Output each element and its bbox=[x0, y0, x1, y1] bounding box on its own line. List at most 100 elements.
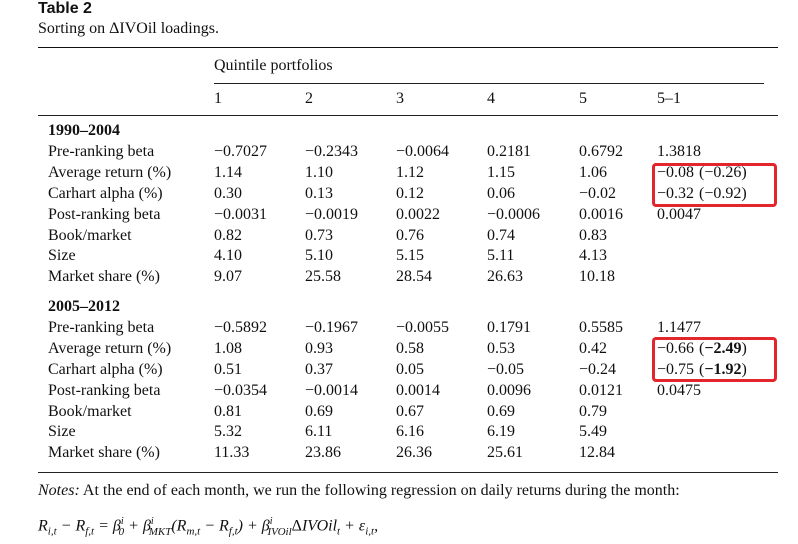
col-header-1: 1 bbox=[214, 90, 222, 107]
group-header-rule bbox=[214, 83, 764, 84]
table-cell: 0.5585 bbox=[579, 319, 623, 336]
table-cell: −0.24 bbox=[579, 361, 617, 378]
table-cell: −0.0006 bbox=[487, 206, 541, 223]
table-cell: 0.6792 bbox=[579, 143, 623, 160]
table-cell: 5.11 bbox=[487, 247, 515, 264]
table-cell: −0.5892 bbox=[214, 319, 268, 336]
table-cell: 0.06 bbox=[487, 185, 515, 202]
table-cell: 0.12 bbox=[396, 185, 424, 202]
table-cell: −0.0064 bbox=[396, 143, 450, 160]
spread-tstat: (−0.92) bbox=[699, 185, 747, 202]
table-cell: 25.58 bbox=[305, 268, 341, 285]
panel-title: 2005–2012 bbox=[48, 298, 120, 315]
row-label: Carhart alpha (%) bbox=[48, 185, 163, 202]
table-cell: 1.15 bbox=[487, 164, 515, 181]
bottom-rule bbox=[38, 472, 778, 473]
table-cell: 10.18 bbox=[579, 268, 615, 285]
table-cell: −0.2343 bbox=[305, 143, 359, 160]
table-cell: 0.81 bbox=[214, 403, 242, 420]
row-label: Carhart alpha (%) bbox=[48, 361, 163, 378]
table-label: Table 2 bbox=[38, 0, 92, 17]
table-cell: 26.36 bbox=[396, 444, 432, 461]
row-label: Size bbox=[48, 423, 76, 440]
table-cell: 0.51 bbox=[214, 361, 242, 378]
spread-cell: −0.32 (−0.92) bbox=[657, 185, 747, 203]
table-cell: 0.73 bbox=[305, 227, 333, 244]
table-caption: Sorting on ΔIVOil loadings. bbox=[38, 20, 219, 37]
table-cell: 0.82 bbox=[214, 227, 242, 244]
table-cell: 6.19 bbox=[487, 423, 515, 440]
col-header-5: 5 bbox=[579, 90, 587, 107]
row-label: Average return (%) bbox=[48, 340, 172, 357]
spread-value: −0.08 bbox=[657, 164, 695, 181]
row-label: Size bbox=[48, 247, 76, 264]
spread-cell: −0.75 (−1.92) bbox=[657, 361, 747, 379]
tstat-significant: −2.49 bbox=[704, 340, 742, 357]
table-cell: 0.58 bbox=[396, 340, 424, 357]
table-cell: 0.74 bbox=[487, 227, 515, 244]
table-cell: −0.0014 bbox=[305, 382, 359, 399]
spread-tstat: (−1.92) bbox=[699, 361, 747, 378]
row-label: Pre-ranking beta bbox=[48, 319, 155, 336]
table-cell: 23.86 bbox=[305, 444, 341, 461]
row-label: Book/market bbox=[48, 227, 132, 244]
table-cell: 0.79 bbox=[579, 403, 607, 420]
spread-cell: −0.08 (−0.26) bbox=[657, 164, 747, 182]
table-cell: 0.83 bbox=[579, 227, 607, 244]
header-rule bbox=[38, 115, 778, 116]
col-header-2: 2 bbox=[305, 90, 313, 107]
notes-text: At the end of each month, we run the fol… bbox=[82, 482, 680, 499]
table-cell: 4.13 bbox=[579, 247, 607, 264]
table-cell: 1.10 bbox=[305, 164, 333, 181]
row-label: Market share (%) bbox=[48, 444, 160, 461]
table-cell: 0.42 bbox=[579, 340, 607, 357]
table-cell: −0.02 bbox=[579, 185, 617, 202]
table-cell: 5.10 bbox=[305, 247, 333, 264]
spread-value: −0.75 bbox=[657, 361, 695, 378]
table-cell: 0.53 bbox=[487, 340, 515, 357]
table-cell: 28.54 bbox=[396, 268, 432, 285]
row-label: Market share (%) bbox=[48, 268, 160, 285]
table-cell: 0.2181 bbox=[487, 143, 531, 160]
row-label: Post-ranking beta bbox=[48, 382, 161, 399]
table-cell: 0.93 bbox=[305, 340, 333, 357]
spread-value: −0.66 bbox=[657, 340, 695, 357]
highlight-box-2005-2012 bbox=[652, 337, 777, 382]
spread-value: −0.32 bbox=[657, 185, 695, 202]
table-cell: −0.0031 bbox=[214, 206, 268, 223]
col-header-5-1: 5–1 bbox=[657, 90, 681, 107]
table-cell: −0.0055 bbox=[396, 319, 450, 336]
table-cell: 9.07 bbox=[214, 268, 242, 285]
col-header-4: 4 bbox=[487, 90, 495, 107]
table-cell: 0.67 bbox=[396, 403, 424, 420]
group-header: Quintile portfolios bbox=[214, 57, 333, 74]
row-label: Average return (%) bbox=[48, 164, 172, 181]
table-cell: −0.05 bbox=[487, 361, 525, 378]
panel-title: 1990–2004 bbox=[48, 122, 120, 139]
table-cell: −0.1967 bbox=[305, 319, 359, 336]
spread-tstat: (−2.49) bbox=[699, 340, 747, 357]
table-cell: 0.13 bbox=[305, 185, 333, 202]
notes-label: Notes: bbox=[38, 482, 80, 499]
table-cell: 1.14 bbox=[214, 164, 242, 181]
table-cell: 1.3818 bbox=[657, 143, 701, 160]
table-cell: 1.06 bbox=[579, 164, 607, 181]
table-cell: −0.0019 bbox=[305, 206, 359, 223]
table-cell: 5.32 bbox=[214, 423, 242, 440]
table-notes: Notes: At the end of each month, we run … bbox=[38, 482, 680, 500]
table-cell: 5.49 bbox=[579, 423, 607, 440]
table-cell: 1.08 bbox=[214, 340, 242, 357]
spread-tstat: (−0.26) bbox=[699, 164, 747, 181]
row-label: Pre-ranking beta bbox=[48, 143, 155, 160]
table-cell: 12.84 bbox=[579, 444, 615, 461]
table-cell: 6.16 bbox=[396, 423, 424, 440]
table-cell: 0.0475 bbox=[657, 382, 701, 399]
table-cell: 0.0016 bbox=[579, 206, 623, 223]
table-cell: 1.1477 bbox=[657, 319, 701, 336]
table-cell: −0.7027 bbox=[214, 143, 268, 160]
table-cell: 0.76 bbox=[396, 227, 424, 244]
table-cell: 1.12 bbox=[396, 164, 424, 181]
table-cell: 5.15 bbox=[396, 247, 424, 264]
table-cell: 0.69 bbox=[487, 403, 515, 420]
table-cell: 0.37 bbox=[305, 361, 333, 378]
